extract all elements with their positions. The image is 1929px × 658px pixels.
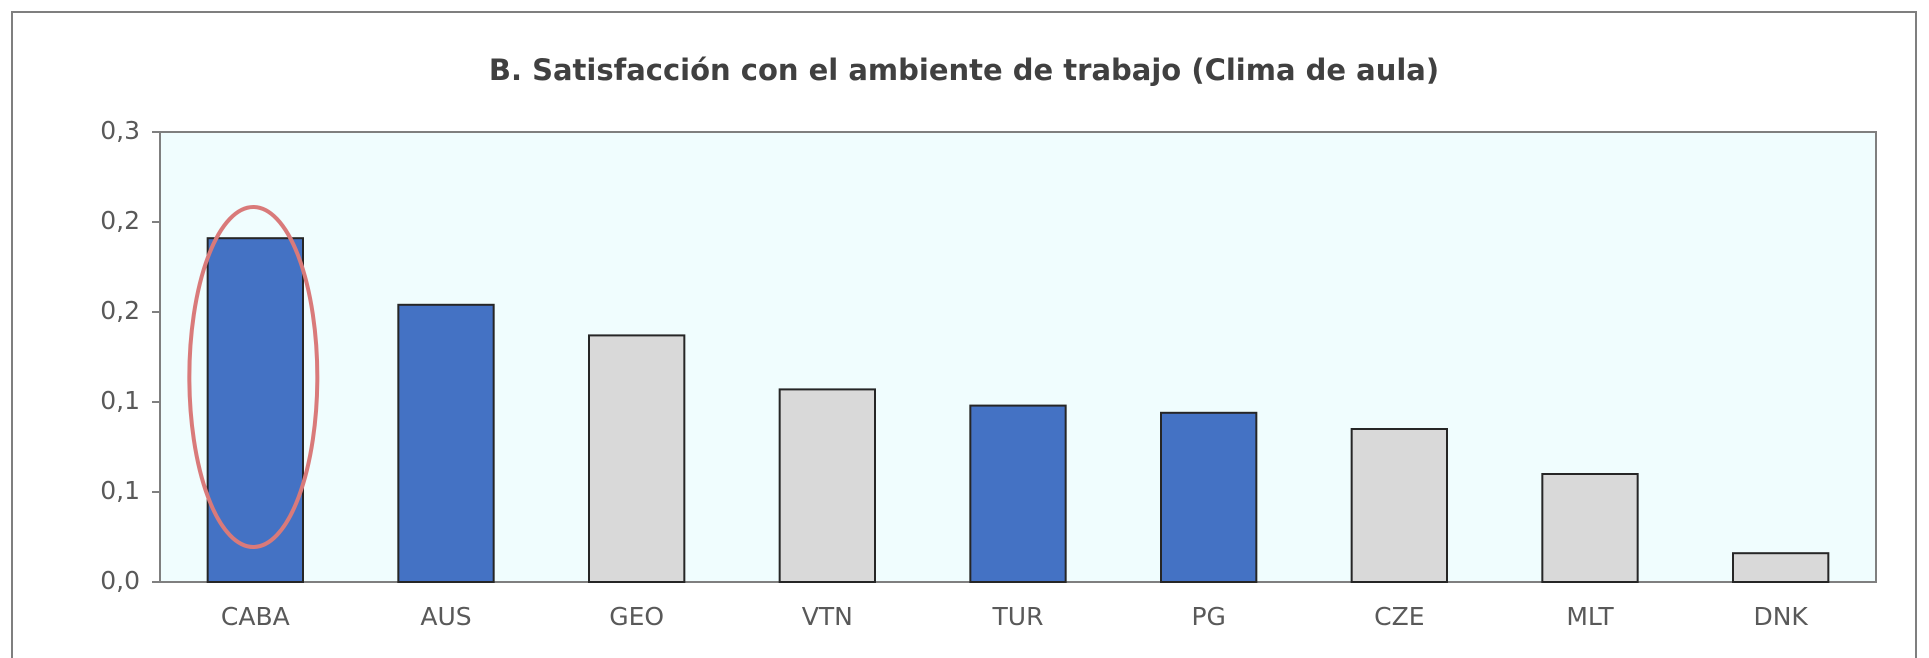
- bar: [1541, 473, 1639, 583]
- y-tick-label: 0,3: [100, 116, 140, 145]
- x-tick-label: CZE: [1374, 602, 1424, 631]
- x-tick-label: TUR: [992, 602, 1044, 631]
- highlight-ellipse: [187, 205, 320, 549]
- bar: [1160, 411, 1258, 583]
- y-tick-label: 0,2: [100, 206, 140, 235]
- x-tick-label: MLT: [1566, 602, 1614, 631]
- bar: [397, 303, 495, 583]
- bar: [1350, 428, 1448, 583]
- y-tick-label: 0,0: [100, 566, 140, 595]
- y-tick-label: 0,2: [100, 296, 140, 325]
- x-tick-label: GEO: [609, 602, 664, 631]
- bar: [206, 237, 305, 583]
- bar: [588, 334, 686, 583]
- y-tick-label: 0,1: [100, 476, 140, 505]
- x-tick-label: PG: [1191, 602, 1225, 631]
- x-tick-label: DNK: [1753, 602, 1808, 631]
- bar: [1732, 552, 1830, 584]
- chart-title: B. Satisfacción con el ambiente de traba…: [489, 53, 1439, 87]
- bar: [969, 404, 1067, 583]
- x-tick-label: AUS: [420, 602, 471, 631]
- y-tick-label: 0,1: [100, 386, 140, 415]
- bar: [778, 388, 877, 583]
- x-tick-label: VTN: [802, 602, 853, 631]
- x-tick-label: CABA: [221, 602, 290, 631]
